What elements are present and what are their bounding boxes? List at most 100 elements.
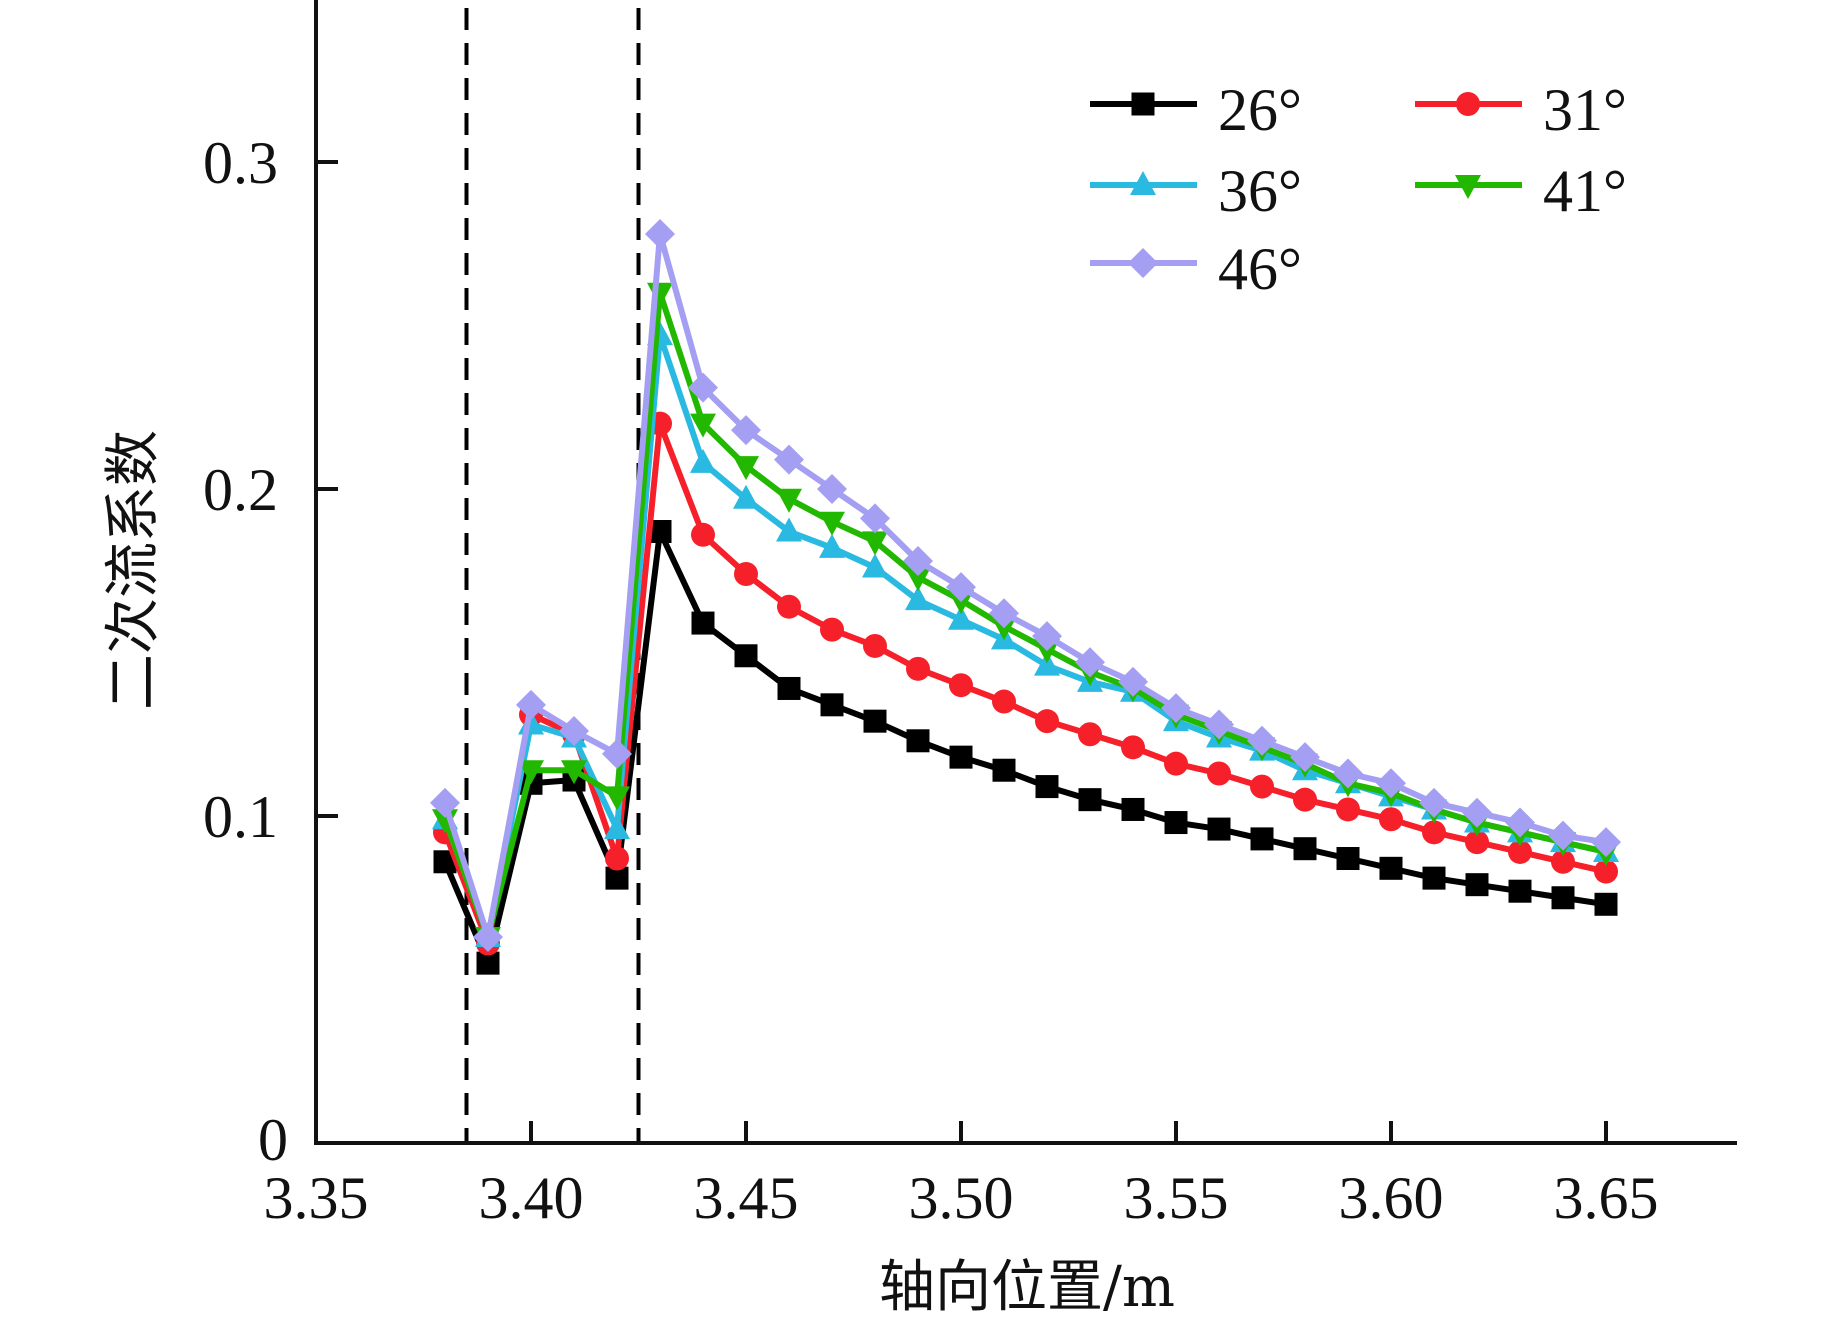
data-point — [1462, 797, 1492, 828]
y-axis-title: 二次流系数 — [101, 430, 166, 710]
data-point — [820, 617, 844, 642]
data-point — [989, 598, 1019, 629]
data-point — [648, 520, 672, 544]
data-point — [860, 503, 890, 534]
legend-label: 46° — [1218, 236, 1302, 302]
data-point — [433, 850, 457, 874]
legend-label: 26° — [1218, 77, 1302, 143]
data-point — [1250, 774, 1274, 799]
legend: 26° 31° 36° 41° 46° — [1090, 77, 1627, 302]
data-point — [1118, 666, 1148, 697]
data-point — [946, 572, 976, 603]
x-ticks: 3.35 3.40 3.45 3.50 3.55 3.60 3.65 — [264, 1121, 1659, 1231]
data-point — [1290, 742, 1320, 773]
data-point — [1336, 797, 1360, 822]
series-46° — [430, 218, 1621, 952]
y-tick-label: 0.1 — [203, 784, 278, 850]
data-point — [605, 846, 629, 871]
data-point — [605, 866, 629, 890]
data-point — [1078, 788, 1102, 812]
data-point — [518, 760, 544, 785]
data-point — [1161, 693, 1191, 724]
data-point — [1379, 807, 1403, 832]
legend-item: 36° — [1090, 158, 1302, 224]
data-point — [690, 448, 716, 473]
data-point — [561, 760, 587, 785]
data-point — [863, 633, 887, 658]
legend-item: 31° — [1415, 77, 1627, 143]
data-point — [690, 413, 716, 438]
data-point — [1293, 837, 1317, 861]
data-point — [777, 594, 801, 619]
data-point — [905, 586, 931, 611]
x-tick-label: 3.50 — [909, 1165, 1014, 1231]
y-ticks: 0 0.1 0.2 0.3 — [203, 130, 338, 1173]
data-point — [1075, 647, 1105, 678]
series-26° — [433, 520, 1618, 975]
legend-label: 41° — [1543, 158, 1627, 224]
x-tick-label: 3.40 — [479, 1165, 584, 1231]
data-point — [430, 787, 460, 818]
data-point — [862, 531, 888, 556]
data-point — [476, 951, 500, 975]
data-point — [1164, 751, 1188, 776]
data-point — [645, 218, 675, 249]
data-point — [733, 484, 759, 509]
legend-label: 31° — [1543, 77, 1627, 143]
data-point — [1078, 722, 1102, 747]
data-point — [819, 511, 845, 536]
x-tick-label: 3.65 — [1554, 1165, 1659, 1231]
data-point — [777, 676, 801, 700]
data-point — [1465, 873, 1489, 897]
legend-marker-circle-icon — [1456, 92, 1480, 116]
y-tick-label: 0.2 — [203, 457, 278, 523]
data-point — [1293, 787, 1317, 812]
data-point — [647, 282, 673, 307]
data-point — [1422, 820, 1446, 845]
y-tick-label: 0 — [258, 1107, 288, 1173]
data-point — [820, 693, 844, 717]
data-point — [604, 815, 630, 840]
data-point — [516, 689, 546, 720]
legend-item: 26° — [1090, 77, 1302, 143]
data-point — [776, 488, 802, 513]
data-point — [731, 415, 761, 446]
data-point — [734, 562, 758, 587]
x-tick-label: 3.55 — [1124, 1165, 1229, 1231]
x-tick-label: 3.35 — [264, 1165, 369, 1231]
data-point — [774, 444, 804, 475]
data-point — [1551, 886, 1575, 910]
series-line — [442, 289, 1607, 940]
data-point — [949, 673, 973, 698]
data-point — [1505, 807, 1535, 838]
data-point — [559, 715, 589, 746]
data-point — [948, 590, 974, 615]
data-point — [1032, 621, 1062, 652]
legend-item: 46° — [1090, 236, 1302, 302]
data-point — [1376, 768, 1406, 799]
data-point — [688, 372, 718, 403]
data-point — [817, 474, 847, 504]
data-point — [1548, 820, 1578, 851]
data-point — [602, 738, 632, 769]
data-point — [1508, 839, 1532, 864]
data-point — [691, 522, 715, 547]
data-point — [862, 553, 888, 578]
data-point — [1250, 827, 1274, 851]
data-point — [906, 729, 930, 753]
series-line — [442, 230, 1607, 940]
data-point — [1465, 830, 1489, 855]
data-point — [1551, 849, 1575, 874]
data-point — [991, 616, 1017, 641]
data-point — [863, 709, 887, 733]
data-point — [1207, 761, 1231, 786]
legend-marker-triangle-up-icon — [1130, 171, 1156, 195]
series-layer — [430, 218, 1621, 975]
data-point — [1594, 892, 1618, 916]
data-point — [1164, 811, 1188, 835]
axes — [314, 0, 1737, 1145]
series-line — [442, 528, 1607, 967]
data-point — [1247, 725, 1277, 756]
data-point — [776, 517, 802, 542]
